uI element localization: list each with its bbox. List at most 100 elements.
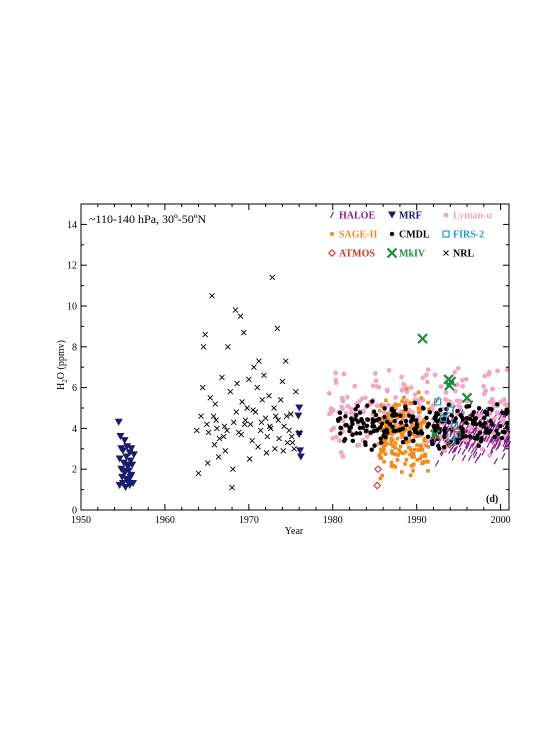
sage-ii-point bbox=[403, 462, 407, 466]
nrl-point bbox=[281, 423, 287, 430]
cmdl-point bbox=[400, 426, 406, 431]
cmdl-point bbox=[398, 420, 404, 425]
sage-ii-point bbox=[391, 463, 396, 468]
nrl-point bbox=[198, 413, 204, 419]
nrl-point bbox=[222, 448, 229, 454]
cmdl-point bbox=[373, 412, 379, 418]
sage-ii-point bbox=[382, 448, 386, 452]
cmdl-point bbox=[355, 403, 360, 409]
sage-ii-point bbox=[393, 452, 397, 456]
cmdl-point bbox=[357, 431, 363, 436]
sage-ii-point bbox=[390, 449, 394, 453]
sage-ii-point bbox=[402, 395, 406, 400]
haloe-point bbox=[495, 421, 500, 429]
sage-ii-point bbox=[378, 476, 383, 481]
nrl-point bbox=[230, 419, 237, 426]
nrl-point bbox=[213, 417, 219, 424]
legend-entry: ATMOS bbox=[328, 249, 375, 260]
haloe-point bbox=[450, 443, 456, 450]
haloe-point bbox=[470, 433, 475, 441]
cmdl-point bbox=[412, 400, 418, 406]
cmdl-point bbox=[477, 430, 483, 435]
nrl-point bbox=[280, 448, 287, 454]
nrl-point bbox=[283, 413, 290, 419]
haloe-point bbox=[453, 421, 459, 428]
sage-ii-point bbox=[379, 455, 383, 460]
lyman--point bbox=[455, 382, 460, 388]
lyman--point bbox=[438, 384, 444, 389]
mrf-point bbox=[121, 484, 130, 492]
haloe-point bbox=[491, 438, 497, 445]
haloe-point bbox=[473, 451, 478, 459]
haloe-point bbox=[504, 443, 509, 451]
cmdl-point bbox=[384, 427, 389, 432]
y-axis-label-rest: O (ppmv) bbox=[56, 340, 67, 379]
sage-ii-point bbox=[419, 425, 423, 429]
lyman--point bbox=[340, 418, 346, 424]
nrl-point bbox=[240, 329, 247, 336]
sage-ii-point bbox=[395, 436, 400, 441]
nrl-point bbox=[219, 374, 225, 381]
mkiv-point bbox=[461, 392, 473, 404]
nrl-point bbox=[266, 392, 272, 399]
mrf-point bbox=[119, 459, 128, 467]
sage-ii-point bbox=[384, 425, 388, 429]
sage-ii-point bbox=[382, 459, 386, 464]
haloe-point bbox=[501, 452, 506, 460]
cmdl-point bbox=[403, 404, 408, 409]
legend-label: MRF bbox=[399, 211, 422, 222]
cmdl-point bbox=[412, 429, 418, 435]
mrf-point bbox=[123, 461, 132, 469]
cmdl-point bbox=[347, 428, 352, 434]
cmdl-point bbox=[344, 422, 349, 428]
nrl-point bbox=[207, 394, 214, 401]
sage-ii-point bbox=[426, 445, 431, 449]
haloe-point bbox=[503, 441, 509, 448]
haloe-point bbox=[451, 446, 457, 454]
cmdl-point bbox=[460, 429, 465, 435]
sage-ii-point bbox=[408, 452, 412, 457]
lyman--point bbox=[482, 373, 488, 379]
cmdl-point bbox=[404, 423, 409, 428]
haloe-point bbox=[490, 445, 495, 453]
lyman--point bbox=[490, 386, 495, 392]
haloe-point bbox=[449, 430, 454, 438]
nrl-point bbox=[209, 292, 215, 299]
haloe-point bbox=[498, 408, 503, 416]
legend-label: SAGE-II bbox=[339, 230, 377, 241]
haloe-point bbox=[470, 447, 475, 454]
mrf-point bbox=[296, 453, 305, 461]
sage-ii-point bbox=[401, 451, 405, 456]
sage-ii-point bbox=[426, 400, 430, 405]
sage-ii-point bbox=[393, 426, 397, 430]
lyman--point bbox=[333, 380, 339, 386]
sage-ii-point bbox=[401, 410, 405, 414]
cmdl-point bbox=[420, 405, 426, 411]
nrl-point bbox=[193, 427, 200, 434]
lyman--point bbox=[404, 389, 410, 395]
lyman--point bbox=[498, 399, 504, 405]
sage-ii-point bbox=[399, 450, 403, 455]
sage-ii-point bbox=[408, 438, 413, 443]
lyman--point bbox=[334, 434, 339, 440]
haloe-point bbox=[483, 435, 488, 442]
lyman--point bbox=[481, 383, 487, 389]
sage-ii-point bbox=[380, 473, 384, 478]
sage-ii-point bbox=[424, 443, 428, 448]
lyman--point bbox=[464, 437, 470, 443]
cmdl-point bbox=[504, 421, 510, 426]
cmdl-point bbox=[343, 414, 348, 419]
lyman--point bbox=[345, 394, 350, 400]
nrl-point bbox=[282, 358, 289, 364]
cmdl-point bbox=[400, 439, 406, 445]
haloe-point bbox=[497, 414, 503, 421]
y-tick-label: 6 bbox=[72, 383, 77, 394]
cmdl-point bbox=[434, 410, 439, 416]
nrl-point bbox=[264, 433, 271, 440]
y-axis-label-main: H bbox=[56, 383, 67, 390]
legend-marker bbox=[386, 247, 398, 259]
nrl-point bbox=[220, 433, 227, 440]
sage-ii-point bbox=[416, 390, 421, 395]
cmdl-point bbox=[354, 431, 359, 436]
sage-ii-point bbox=[400, 416, 405, 421]
